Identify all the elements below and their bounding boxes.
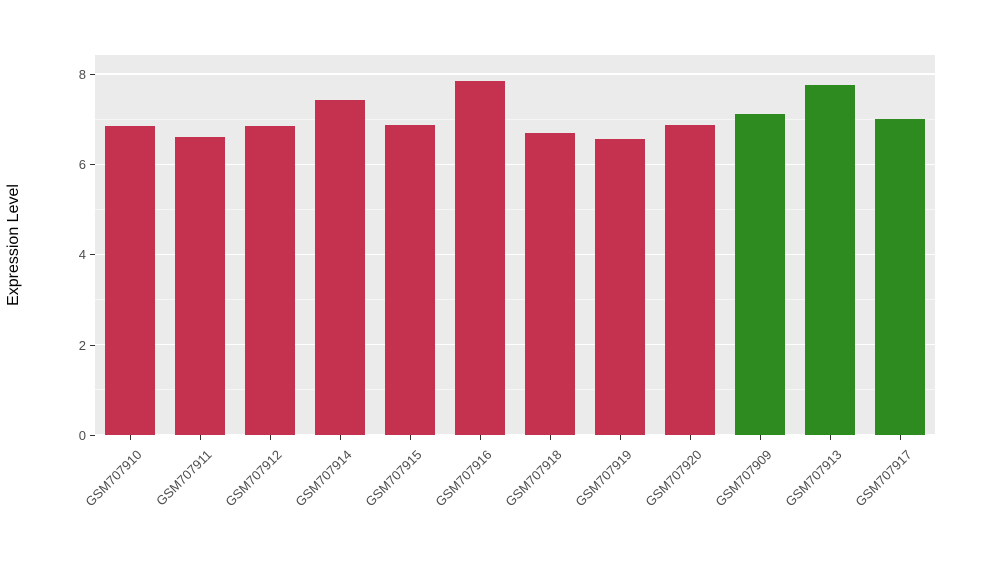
x-tick-mark-GSM707912 (270, 435, 271, 440)
x-tick-mark-GSM707919 (620, 435, 621, 440)
x-tick-label-text: GSM707914 (292, 447, 355, 510)
gridline-minor-1 (95, 389, 935, 391)
y-axis-title-text: Expression Level (5, 184, 22, 306)
x-tick-mark-GSM707915 (410, 435, 411, 440)
bar-GSM707913 (804, 85, 856, 435)
x-tick-mark-GSM707910 (130, 435, 131, 440)
y-tick-mark-2 (90, 344, 95, 346)
gridline-major-0 (95, 434, 935, 436)
x-tick-mark-GSM707918 (550, 435, 551, 440)
x-tick-label-text: GSM707920 (642, 447, 705, 510)
x-tick-label-text: GSM707919 (572, 447, 635, 510)
y-tick-label-2: 2 (78, 337, 86, 353)
x-tick-label-text: GSM707916 (432, 447, 495, 510)
x-tick-label-text: GSM707909 (712, 447, 775, 510)
bar-GSM707917 (874, 119, 926, 435)
gridline-major-6 (95, 163, 935, 165)
gridline-minor-7 (95, 118, 935, 120)
x-tick-mark-GSM707909 (760, 435, 761, 440)
gridline-major-8 (95, 73, 935, 75)
bar-GSM707915 (384, 124, 436, 435)
y-tick-label-4: 4 (78, 247, 86, 263)
bar-GSM707916 (454, 80, 506, 435)
bar-GSM707914 (314, 100, 366, 435)
bar-GSM707911 (174, 137, 226, 435)
y-tick-mark-6 (90, 164, 95, 166)
x-tick-mark-GSM707917 (900, 435, 901, 440)
gridline-major-4 (95, 253, 935, 256)
y-tick-mark-4 (90, 254, 95, 256)
gridline-major-2 (95, 344, 935, 346)
x-tick-mark-GSM707913 (830, 435, 831, 440)
bar-GSM707919 (594, 139, 646, 435)
x-tick-mark-GSM707914 (340, 435, 341, 440)
chart-panel (95, 55, 935, 436)
bar-GSM707918 (524, 132, 576, 435)
x-tick-label-text: GSM707913 (782, 447, 845, 510)
x-tick-label-text: GSM707912 (222, 447, 285, 510)
bar-GSM707910 (104, 125, 156, 435)
y-tick-label-8: 8 (78, 66, 86, 82)
bar-GSM707912 (244, 125, 296, 435)
y-tick-label-0: 0 (78, 428, 86, 443)
x-tick-label-text: GSM707918 (502, 447, 565, 510)
x-tick-mark-GSM707916 (480, 435, 481, 440)
y-tick-mark-8 (90, 73, 95, 75)
bar-GSM707920 (664, 124, 716, 435)
gridline-minor-3 (95, 299, 935, 301)
x-tick-label-text: GSM707915 (362, 447, 425, 510)
x-tick-mark-GSM707920 (690, 435, 691, 440)
gridline-minor-5 (95, 208, 935, 210)
y-tick-label-6: 6 (78, 157, 86, 173)
x-tick-mark-GSM707911 (200, 435, 201, 440)
x-tick-label-text: GSM707917 (852, 447, 915, 510)
y-tick-mark-0 (90, 435, 95, 436)
x-tick-label-text: GSM707911 (153, 447, 215, 509)
x-tick-label-text: GSM707910 (82, 447, 145, 510)
bar-GSM707909 (734, 113, 786, 435)
